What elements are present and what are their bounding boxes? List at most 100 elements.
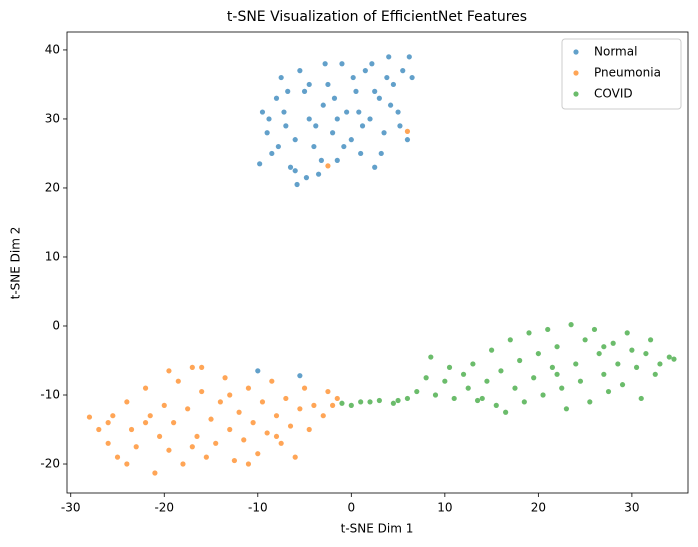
point — [306, 426, 312, 433]
point — [227, 426, 233, 433]
point — [315, 171, 322, 177]
point — [460, 371, 467, 377]
point — [105, 440, 111, 446]
point — [322, 61, 328, 67]
point — [470, 361, 476, 367]
point — [387, 102, 394, 108]
point — [285, 88, 291, 94]
point — [189, 444, 195, 450]
x-tick-label: 30 — [624, 501, 639, 515]
point — [114, 454, 121, 460]
point — [269, 378, 275, 384]
legend-marker — [573, 70, 579, 76]
legend-label: Pneumonia — [594, 66, 661, 80]
point — [554, 344, 560, 350]
point — [255, 451, 261, 457]
point — [301, 385, 308, 391]
point — [156, 433, 163, 440]
point — [577, 378, 584, 384]
point — [250, 420, 256, 426]
y-axis-label: t-SNE Dim 2 — [9, 227, 23, 300]
point — [105, 420, 111, 426]
point — [395, 397, 401, 404]
point — [624, 330, 630, 336]
point — [605, 388, 612, 395]
point — [657, 361, 663, 367]
point — [257, 161, 263, 167]
y-tick-label: -10 — [40, 388, 60, 402]
point — [199, 364, 205, 370]
point — [292, 168, 298, 174]
point — [647, 337, 654, 343]
point — [278, 440, 284, 446]
point — [297, 406, 303, 412]
legend-box — [561, 38, 682, 110]
point — [303, 175, 310, 181]
point — [334, 116, 340, 122]
point — [503, 409, 509, 415]
point — [334, 157, 340, 163]
point — [281, 109, 287, 115]
point — [376, 95, 382, 101]
point — [601, 371, 607, 377]
point — [194, 433, 200, 440]
x-tick-label: 0 — [347, 501, 355, 515]
point — [386, 54, 392, 60]
point — [278, 74, 284, 81]
point — [259, 109, 266, 115]
point — [273, 433, 280, 440]
point — [358, 399, 364, 405]
point — [208, 416, 214, 422]
point — [535, 350, 541, 357]
y-tick-label: 0 — [52, 318, 60, 332]
point — [341, 143, 347, 150]
point — [166, 447, 172, 453]
legend-label: COVID — [594, 87, 633, 101]
point — [414, 388, 420, 395]
point — [554, 371, 560, 377]
point — [273, 95, 280, 101]
point — [128, 426, 135, 433]
point — [488, 347, 495, 353]
point — [350, 74, 356, 81]
point — [171, 420, 177, 426]
point — [652, 371, 658, 377]
point — [325, 388, 331, 395]
point — [507, 337, 513, 343]
point — [615, 361, 621, 367]
point — [166, 368, 172, 374]
y-tick-label: 30 — [45, 111, 60, 125]
point — [610, 340, 616, 346]
point — [517, 357, 523, 364]
point — [395, 109, 401, 115]
point — [521, 399, 527, 405]
point — [199, 388, 205, 395]
point — [96, 426, 102, 433]
point — [451, 395, 457, 402]
point — [432, 392, 439, 398]
point — [161, 402, 167, 408]
point — [124, 399, 130, 405]
point — [297, 373, 303, 379]
point — [185, 406, 191, 412]
point — [331, 95, 338, 101]
point — [189, 364, 195, 370]
point — [563, 406, 570, 412]
point — [330, 402, 336, 408]
point — [404, 128, 411, 134]
point — [362, 68, 368, 74]
point — [404, 395, 411, 402]
point — [269, 150, 275, 157]
point — [372, 164, 378, 170]
point — [292, 137, 298, 143]
point — [344, 109, 350, 115]
point — [110, 413, 116, 419]
point — [339, 61, 345, 67]
point — [227, 392, 233, 398]
point — [147, 413, 153, 419]
point — [358, 150, 364, 157]
plot-frame — [66, 31, 689, 494]
point — [601, 344, 607, 350]
x-tick-label: 10 — [437, 501, 452, 515]
